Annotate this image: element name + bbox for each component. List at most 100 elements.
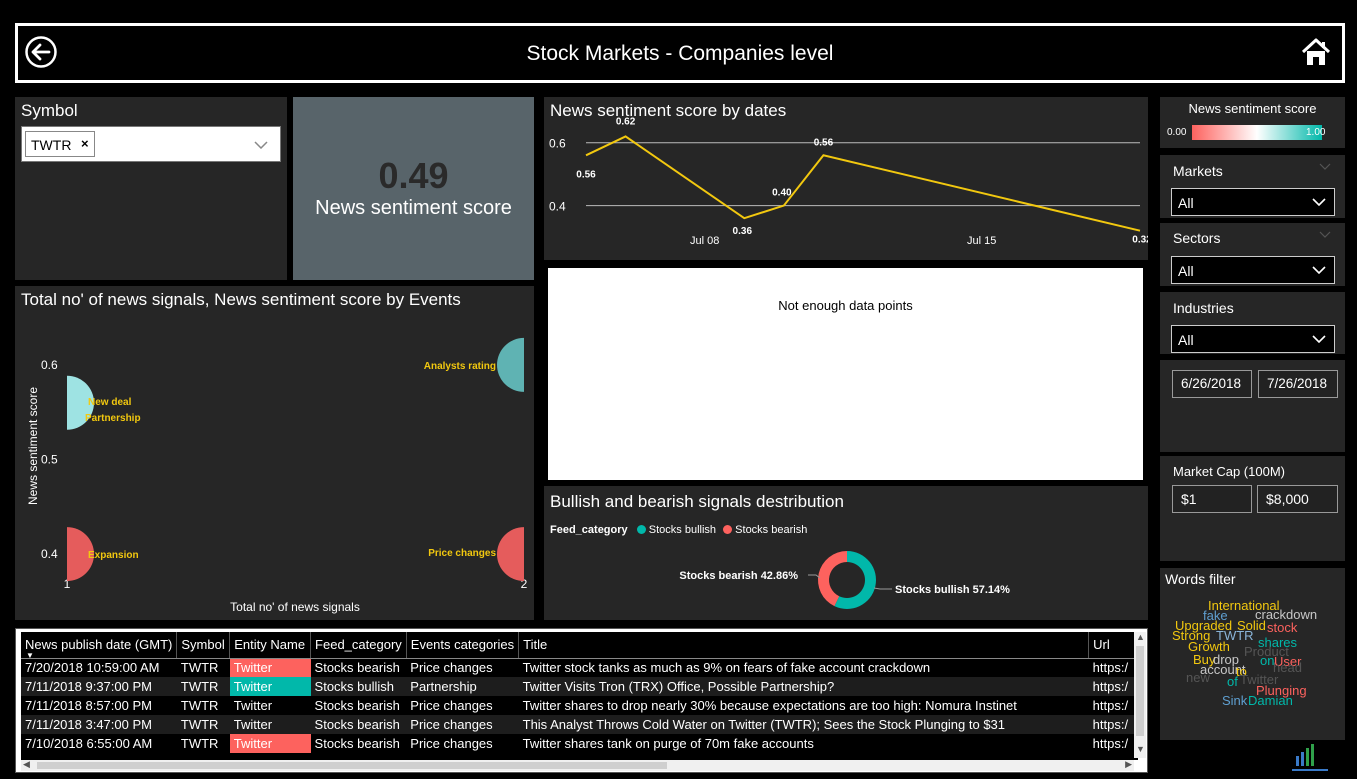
col-header-events[interactable]: Events categories (406, 632, 520, 659)
scatter-bubble[interactable] (497, 337, 534, 392)
word[interactable]: TWTR (1216, 628, 1254, 643)
remove-chip-icon[interactable]: × (81, 136, 89, 151)
data-point[interactable] (1138, 228, 1143, 233)
words-filter-title: Words filter (1165, 571, 1236, 587)
word[interactable]: shares (1258, 635, 1298, 650)
data-label: 0.36 (733, 226, 753, 237)
donut-slice-bearish[interactable] (818, 551, 847, 607)
word[interactable]: crackdown (1255, 607, 1318, 622)
horizontal-scroll-thumb[interactable] (37, 762, 667, 769)
cell-entity: Twitter (229, 658, 311, 677)
chevron-down-icon[interactable] (1319, 231, 1331, 238)
word[interactable]: drop (1213, 652, 1240, 667)
data-point[interactable] (742, 216, 747, 221)
table-row[interactable]: 7/11/2018 9:37:00 PM TWTR Twitter Stocks bu… (21, 677, 1138, 696)
scatter-bubble[interactable] (40, 527, 94, 582)
cell-url[interactable]: https:/ (1088, 658, 1138, 677)
col-header-symbol[interactable]: Symbol (176, 632, 231, 659)
point-label: Expansion (88, 550, 139, 561)
data-point[interactable] (623, 134, 628, 139)
word[interactable]: Buy (1193, 652, 1216, 667)
cell-date: 7/10/2018 6:55:00 AM (21, 734, 177, 753)
col-header-url[interactable]: Url (1088, 632, 1138, 659)
col-header-date[interactable]: News publish date (GMT) ▼ (21, 632, 178, 660)
scroll-right-icon[interactable]: ▶ (1125, 759, 1132, 769)
market-cap-min-input[interactable]: $1 (1172, 485, 1252, 513)
legend-item-bullish[interactable]: Stocks bullish (636, 524, 716, 536)
word[interactable]: Twitter (1240, 672, 1279, 687)
donut-slice-bullish[interactable] (834, 551, 876, 609)
cell-date: 7/20/2018 10:59:00 AM (21, 658, 177, 677)
point-label: Partnership (85, 413, 141, 424)
vertical-scrollbar[interactable]: ▲ ▼ (1134, 632, 1146, 758)
cell-url[interactable]: https:/ (1088, 696, 1138, 715)
cell-url[interactable]: https:/ (1088, 715, 1138, 734)
word[interactable]: Sink (1222, 693, 1248, 708)
symbol-chip[interactable]: TWTR × (25, 131, 95, 157)
data-label: 0.32 (1132, 235, 1148, 246)
word[interactable]: Upgraded (1175, 618, 1233, 633)
scroll-down-icon[interactable]: ▼ (1136, 744, 1145, 754)
date-range-slicer: 6/26/2018 7/26/2018 (1160, 360, 1345, 452)
scroll-left-icon[interactable]: ◀ (23, 759, 30, 769)
word[interactable]: Growth (1188, 639, 1230, 654)
market-cap-slicer: Market Cap (100M) $1 $8,000 (1160, 456, 1345, 561)
scroll-up-icon[interactable]: ▲ (1136, 632, 1145, 642)
word[interactable]: Damian (1248, 693, 1293, 708)
col-header-feed[interactable]: Feed_category (310, 632, 407, 659)
data-point[interactable] (821, 153, 826, 158)
cell-title: Twitter shares to drop nearly 30% becaus… (518, 696, 1089, 715)
symbol-chip-label: TWTR (31, 137, 72, 153)
word[interactable]: International (1208, 598, 1280, 613)
markets-dropdown[interactable]: All (1171, 188, 1335, 216)
word[interactable]: account (1200, 662, 1246, 677)
col-header-entity[interactable]: Entity Name (229, 632, 312, 659)
word[interactable]: Plunging (1256, 683, 1307, 698)
data-label: 0.56 (576, 169, 596, 180)
vertical-scroll-thumb[interactable] (1136, 646, 1144, 736)
col-header-title[interactable]: Title (518, 632, 1090, 659)
table-row[interactable]: 7/11/2018 8:57:00 PM TWTR Twitter Stocks be… (21, 696, 1138, 715)
table-row[interactable]: 7/10/2018 6:55:00 AM TWTR Twitter Stocks be… (21, 734, 1138, 753)
word[interactable]: stock (1267, 620, 1298, 635)
data-point[interactable] (781, 203, 786, 208)
cell-title: Twitter Visits Tron (TRX) Office, Possib… (518, 677, 1089, 696)
legend-item-bearish[interactable]: Stocks bearish (723, 524, 807, 536)
word[interactable]: Product (1244, 644, 1289, 659)
line-chart-title: News sentiment score by dates (550, 101, 787, 120)
word[interactable]: Strong (1172, 628, 1211, 643)
sectors-dropdown[interactable]: All (1171, 256, 1335, 284)
scatter-bubble[interactable] (497, 527, 534, 582)
symbol-select[interactable]: TWTR × (21, 126, 281, 162)
cell-feed: Stocks bearish (310, 715, 407, 734)
series-line[interactable] (585, 135, 1141, 232)
word[interactable]: of (1227, 674, 1238, 689)
chevron-down-icon[interactable] (1319, 163, 1331, 170)
industries-dropdown[interactable]: All (1171, 325, 1335, 353)
home-button[interactable] (1300, 36, 1332, 68)
scatter-bubble[interactable] (40, 375, 94, 430)
market-cap-max-input[interactable]: $8,000 (1257, 485, 1338, 513)
date-to-input[interactable]: 7/26/2018 (1258, 370, 1338, 398)
horizontal-scrollbar[interactable]: ◀ ▶ (21, 759, 1134, 771)
cell-url[interactable]: https:/ (1088, 734, 1138, 753)
word[interactable]: on (1260, 653, 1275, 668)
word[interactable]: Solid (1237, 618, 1266, 633)
back-button[interactable] (24, 35, 58, 69)
date-from-input[interactable]: 6/26/2018 (1172, 370, 1252, 398)
word[interactable]: fake (1203, 608, 1228, 623)
data-point[interactable] (584, 153, 589, 158)
word[interactable]: User (1274, 654, 1302, 669)
chevron-down-icon[interactable] (254, 141, 268, 149)
word[interactable]: to (1236, 664, 1247, 679)
table-row[interactable]: 7/11/2018 3:47:00 PM TWTR Twitter Stocks be… (21, 715, 1138, 734)
cell-symbol: TWTR (176, 658, 230, 677)
cell-url[interactable]: https:/ (1088, 677, 1138, 696)
x-axis-label: Total no' of news signals (230, 600, 360, 614)
line-chart-panel: News sentiment score by dates 0.6 0.4 Jul … (544, 97, 1148, 260)
cell-event: Price changes (406, 696, 519, 715)
table-row[interactable]: 7/20/2018 10:59:00 AM TWTR Twitter Stocks b… (21, 658, 1138, 677)
word[interactable]: head (1273, 660, 1302, 675)
word[interactable]: new (1186, 670, 1210, 685)
sentiment-gradient-bar (1192, 125, 1322, 140)
